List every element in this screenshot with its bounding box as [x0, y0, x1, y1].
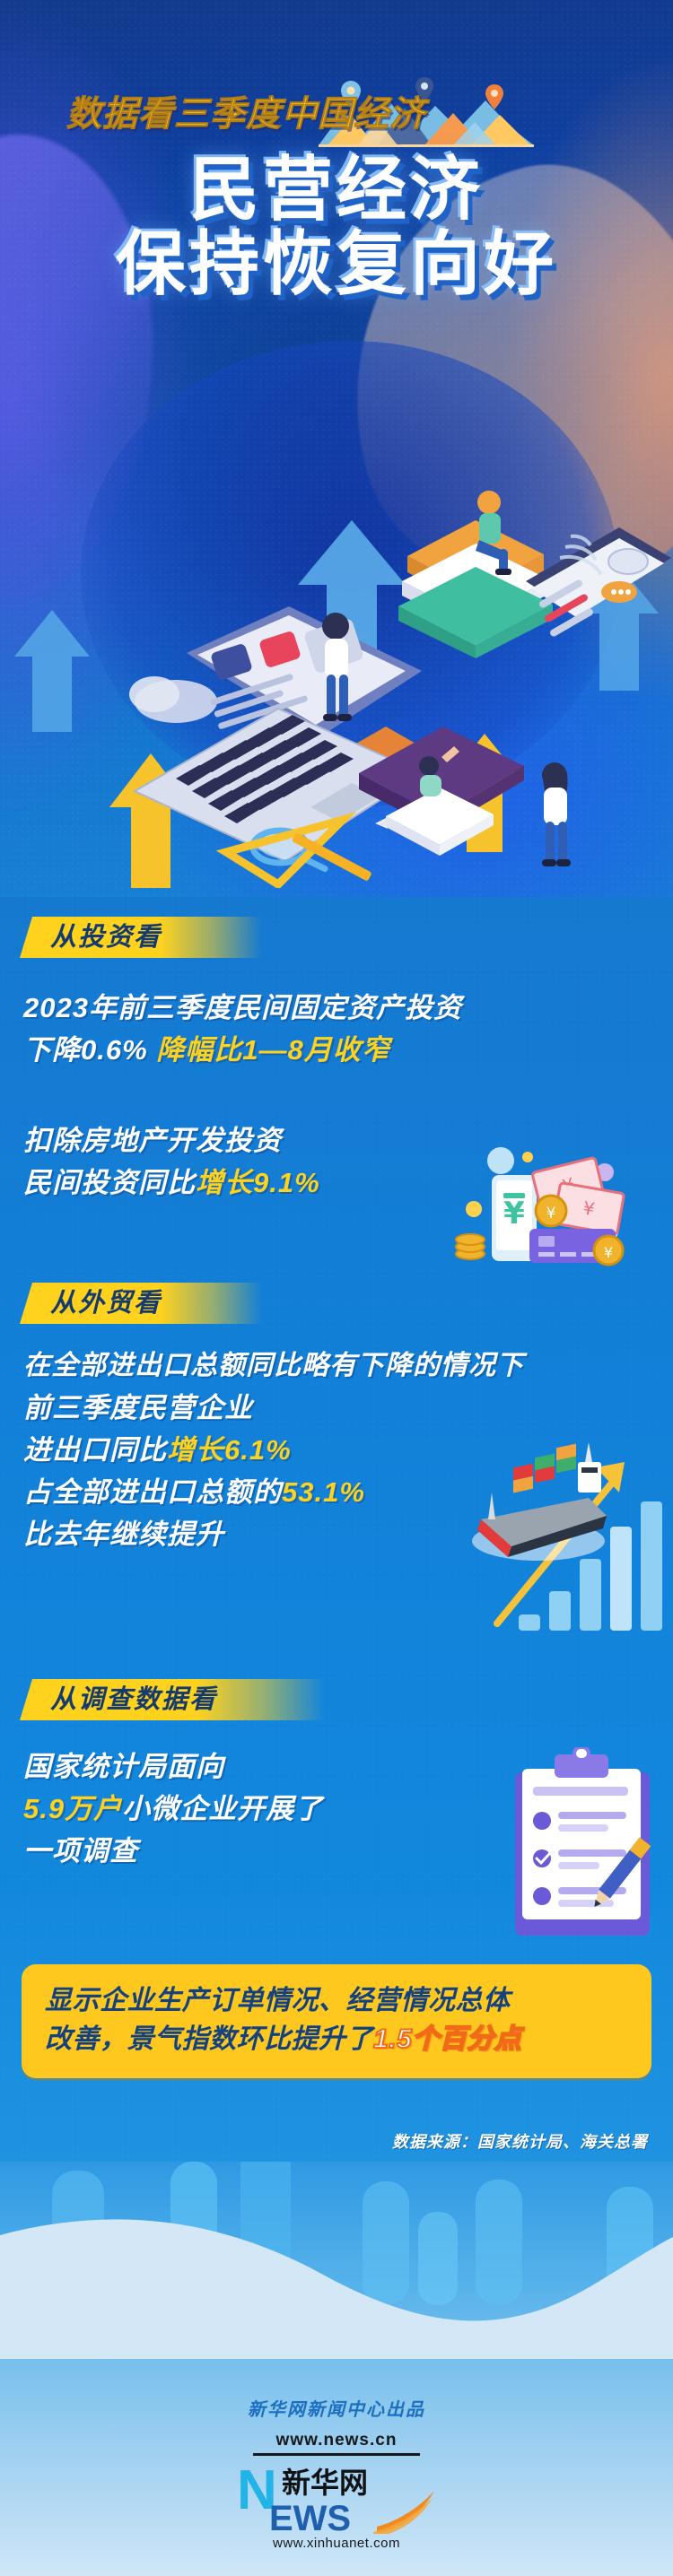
text-span: 民间投资同比: [23, 1167, 196, 1199]
cargo-ship-icon: [472, 1442, 607, 1561]
hero-illustration: [14, 491, 671, 888]
text-highlight: 降幅比1—8月收窄: [156, 1034, 390, 1066]
footer-section: 新华网新闻中心出品 www.news.cn N 新华网 EWS www.xinh…: [0, 2162, 673, 2576]
text-line: 在全部进出口总额同比略有下降的情况下: [23, 1345, 673, 1387]
text-span: 2023年前三季度民间固定资产投资: [23, 992, 462, 1023]
text-span: 扣除房地产开发投资: [23, 1125, 282, 1156]
logo-divider: [253, 2453, 420, 2456]
person-standing: [322, 613, 352, 721]
section-survey: 从调查数据看: [0, 1679, 673, 1720]
text-line: 进出口同比增长6.1%: [23, 1429, 673, 1471]
callout-line-2: 改善，景气指数环比提升了1.5个百分点: [45, 2021, 630, 2059]
person-sitting: [476, 491, 511, 575]
text-span: 小微企业开展了: [122, 1793, 324, 1825]
text-line: 前三季度民营企业: [23, 1387, 673, 1429]
text-highlight: 增长6.1%: [167, 1433, 292, 1466]
text-line: 下降0.6% 降幅比1—8月收窄: [23, 1029, 673, 1071]
laptop-illustration: [132, 606, 424, 863]
text-line: 国家统计局面向: [23, 1745, 673, 1788]
text-line: 占全部进出口总额的53.1%: [23, 1471, 673, 1513]
text-line: 民间投资同比增长9.1%: [23, 1162, 673, 1204]
highlight-callout: 显示企业生产订单情况、经营情况总体 改善，景气指数环比提升了1.5个百分点: [22, 1964, 651, 2079]
text-span: 前三季度民营企业: [23, 1391, 253, 1423]
section-badge-survey: 从调查数据看: [20, 1679, 325, 1720]
bar-chart: [519, 1501, 662, 1631]
mobile-device: [526, 527, 671, 637]
xinhua-logo: www.news.cn N 新华网 EWS www.xinhuanet.com: [0, 2431, 673, 2551]
section-trade: 从外贸看: [0, 1283, 673, 1324]
section-badge-trade: 从外贸看: [20, 1283, 262, 1324]
text-line: 2023年前三季度民间固定资产投资: [23, 987, 673, 1029]
section-investment: 从投资看: [0, 917, 673, 958]
page-title: 民营经济 保持恢复向好: [0, 152, 673, 300]
text-line: 比去年继续提升: [23, 1513, 673, 1555]
text-span: 下降0.6%: [23, 1034, 157, 1066]
text-span: 占全部进出口总额的: [23, 1475, 282, 1508]
text-line: 扣除房地产开发投资: [23, 1119, 673, 1162]
section-trade-text: 在全部进出口总额同比略有下降的情况下 前三季度民营企业 进出口同比增长6.1% …: [0, 1345, 673, 1555]
text-span: 一项调查: [23, 1835, 138, 1867]
footer-credit: 新华网新闻中心出品: [248, 2400, 425, 2420]
section-survey-text: 国家统计局面向 5.9万户小微企业开展了 一项调查: [0, 1745, 673, 1872]
ruler-pencil-icons: [215, 812, 388, 888]
wave-divider: [0, 2219, 673, 2359]
logo-chinese: 新华网: [282, 2466, 368, 2500]
page-title-line1: 民营经济: [188, 150, 484, 229]
hero-kicker: 数据看三季度中国经济: [66, 95, 426, 135]
section-badge-investment: 从投资看: [20, 917, 262, 958]
book-stack: [398, 520, 553, 658]
logo-news-text: EWS: [269, 2499, 351, 2534]
text-line: 一项调查: [23, 1830, 673, 1872]
callout-text: 改善，景气指数环比提升了: [45, 2023, 373, 2054]
open-book: [359, 727, 524, 856]
section-investment-text2: 扣除房地产开发投资 民间投资同比增长9.1%: [0, 1119, 673, 1204]
clipboard-survey-illustration: [515, 1747, 651, 1936]
callout-line-1: 显示企业生产订单情况、经营情况总体: [45, 1986, 511, 2015]
text-span: 进出口同比: [23, 1433, 167, 1466]
page-title-line2: 保持恢复向好: [115, 223, 557, 303]
callout-percentage: 1.5个百分点: [372, 2023, 522, 2055]
text-highlight: 增长9.1%: [196, 1167, 320, 1199]
logo-letter-n: N: [237, 2459, 277, 2521]
text-span: 比去年继续提升: [23, 1518, 224, 1550]
svg-text:¥: ¥: [581, 1197, 597, 1220]
svg-text:¥: ¥: [503, 1196, 525, 1231]
hero-section: 数据看三季度中国经济 民营经济 保持恢复向好: [0, 0, 673, 906]
data-source-note: 数据来源：国家统计局、海关总署: [392, 2133, 648, 2151]
person-woman: [542, 762, 571, 866]
text-line: 5.9万户小微企业开展了: [23, 1788, 673, 1830]
logo-url-top: www.news.cn: [275, 2431, 398, 2450]
pencil-icon: [594, 1837, 651, 1907]
svg-text:¥: ¥: [604, 1244, 613, 1261]
text-highlight: 5.9万户: [23, 1793, 123, 1825]
logo-url-bottom: www.xinhuanet.com: [273, 2536, 400, 2551]
text-highlight: 53.1%: [282, 1475, 365, 1508]
text-span: 国家统计局面向: [23, 1751, 224, 1782]
trade-chart-illustration: [472, 1442, 662, 1631]
logo-mark: N 新华网 EWS: [237, 2459, 434, 2538]
text-span: 在全部进出口总额同比略有下降的情况下: [23, 1351, 524, 1380]
section-investment-text: 2023年前三季度民间固定资产投资 下降0.6% 降幅比1—8月收窄: [0, 987, 673, 1071]
hero-kicker-row: 数据看三季度中国经济: [0, 77, 673, 147]
mountain-chart-icon: [319, 77, 534, 147]
mobile-payment-illustration: ¥ ¥ ¥ ¥ ¥: [455, 1147, 625, 1266]
svg-text:¥: ¥: [546, 1205, 556, 1223]
